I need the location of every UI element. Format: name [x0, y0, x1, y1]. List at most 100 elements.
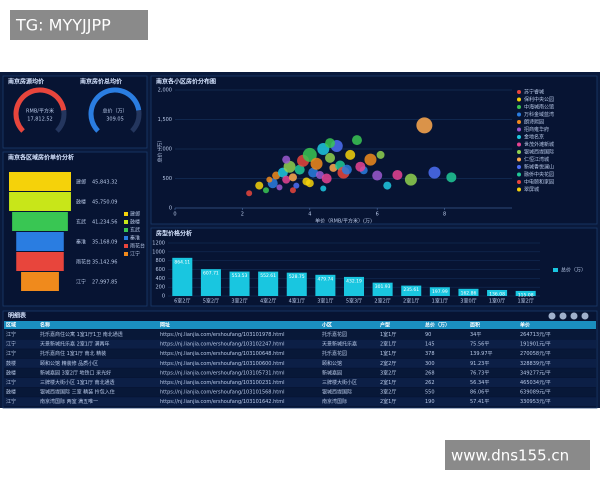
watermark-bottom: www.dns155.cn [451, 447, 569, 465]
scatter-point [392, 169, 403, 180]
table-header-cell: 总价（万） [425, 322, 450, 329]
table-cell: 2室1厅 [380, 379, 396, 386]
funnel-layer [16, 252, 64, 271]
scatter-point [282, 155, 291, 164]
table-row-bg [4, 349, 596, 359]
x-tick-label: 2室2厅 [374, 298, 390, 305]
table-cell: 76.73平 [470, 370, 489, 376]
legend-label: 中海城南公馆 [524, 104, 554, 111]
table-cell: 南京湾国际 [322, 398, 347, 405]
scatter-point [345, 149, 356, 160]
x-tick-label: 6室2厅 [174, 298, 190, 305]
bar [258, 271, 279, 296]
legend-swatch [517, 90, 521, 94]
scatter-point [266, 176, 273, 183]
table-row-bg [4, 330, 596, 339]
scatter-point [305, 179, 314, 188]
funnel-layer [12, 212, 68, 231]
x-tick-label: 1室2厅 [518, 298, 534, 305]
x-tick-label: 2室1厅 [403, 298, 419, 305]
table-header-cell: 单价 [520, 322, 531, 329]
legend-label: 翠屏城 [524, 186, 539, 193]
legend-swatch [517, 120, 521, 124]
bar [200, 269, 221, 296]
scatter-point [325, 152, 336, 163]
watermark-top: TG: MYYJJPP [15, 16, 111, 35]
table-cell: 190 [425, 399, 435, 405]
legend-label: 建邺 [130, 211, 140, 218]
legend-swatch [553, 268, 558, 272]
legend-label: 世茂外滩新城 [524, 141, 554, 148]
bar-title: 房型价格分析 [156, 230, 192, 238]
table-cell: 三牌楼大街小区 [322, 379, 357, 386]
scatter-point [255, 181, 264, 190]
funnel-layer [21, 272, 59, 291]
table-cell: 145 [425, 342, 435, 348]
bar [372, 282, 393, 296]
legend-swatch [517, 150, 521, 154]
bar [172, 257, 193, 296]
y-tick-label: 1200 [152, 241, 165, 247]
scatter-point [276, 184, 283, 191]
x-tick-label: 1室1厅 [432, 298, 448, 305]
table-cell: 2室2厅 [380, 360, 396, 367]
scatter-point [282, 175, 291, 184]
gauge-title: 南京房源均价 [8, 78, 45, 86]
table-cell: 3室2厅 [380, 389, 396, 396]
scatter-point [351, 135, 362, 146]
table-cell: 托乐嘉花园 [322, 350, 347, 357]
table-cell: 天景新城托乐嘉 [322, 341, 357, 348]
table-header-cell: 面积 [470, 322, 480, 329]
funnel-value: 45,843.32 [92, 180, 117, 186]
table-cell: 江宁 [6, 331, 16, 338]
table-cell: 托乐嘉商住 1室1厅 南北 精装 [40, 350, 106, 357]
scatter-point [289, 187, 296, 194]
legend-swatch [124, 252, 128, 256]
table-cell: 新城嘉园 [322, 369, 342, 376]
scatter-point [310, 157, 323, 170]
table-cell: 300 [425, 361, 435, 367]
legend-label: 融侨中央花园 [524, 171, 554, 178]
table-row-bg [4, 397, 596, 407]
funnel-category: 玄武 [76, 219, 86, 226]
y-tick-label: 2,000 [158, 88, 172, 94]
funnel-title: 南京各区域房价单价分析 [8, 154, 74, 162]
legend-label: 鼓楼 [130, 219, 140, 226]
legend-label: 银城西堤国际 [524, 149, 554, 156]
gauge-unit: RMB/平方米 [26, 108, 54, 115]
bar-value-label: 136.08 [489, 291, 505, 297]
bar [401, 285, 422, 296]
bar-value-label: 197.99 [432, 289, 448, 295]
table-cell: 2室1厅 [380, 341, 396, 348]
table-cell: https://nj.lianjia.com/ershoufang/103100… [160, 351, 284, 357]
scatter-point [364, 153, 377, 166]
table-cell: 天景新城托乐嘉 2室1厅 满两年 [40, 341, 110, 348]
gauge-unit: 总价（万） [102, 108, 127, 115]
table-cell: 3室2厅 [380, 369, 396, 376]
scatter-point [404, 173, 417, 186]
x-tick-label: 8 [443, 212, 446, 218]
scatter-point [308, 167, 319, 178]
table-cell: 328839元/平 [520, 361, 551, 367]
table-cell: https://nj.lianjia.com/ershoufang/103101… [160, 399, 284, 405]
table-cell: 江宁 [6, 379, 16, 386]
table-cell: 91.23平 [470, 361, 489, 367]
table-header-cell: 区域 [6, 322, 16, 329]
legend-label: 雨花台 [130, 243, 145, 250]
legend-swatch [517, 97, 521, 102]
legend-swatch [124, 236, 128, 240]
bar-value-label: 235.61 [403, 287, 419, 293]
table-cell: 银城西堤国际 [322, 389, 352, 396]
bar [487, 289, 508, 296]
funnel-category: 雨花台 [76, 259, 91, 266]
x-tick-label: 3室0厅 [460, 298, 476, 305]
table-cell: 349277元/平 [520, 370, 551, 376]
funnel-value: 35,142.96 [92, 260, 117, 266]
table-cell: 465034元/平 [520, 380, 551, 386]
legend-swatch [517, 135, 521, 139]
scatter-point [428, 166, 441, 179]
bar-value-label: 479.74 [318, 276, 334, 282]
x-tick-label: 1室0厅 [489, 298, 505, 305]
x-tick-label: 3室2厅 [231, 298, 247, 305]
